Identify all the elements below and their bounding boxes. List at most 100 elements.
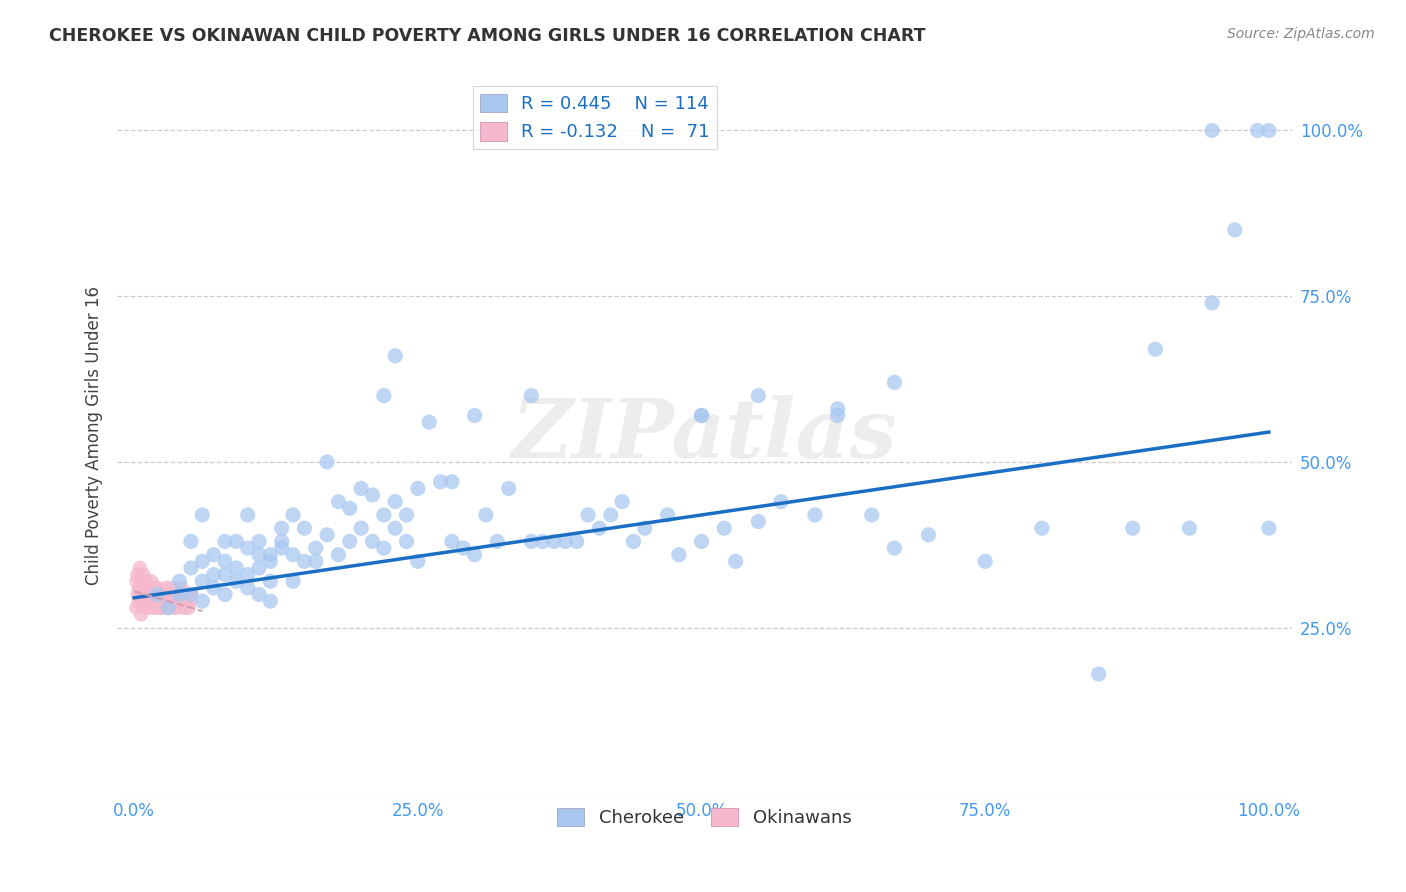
Point <box>125 600 148 615</box>
Point <box>281 508 304 522</box>
Point <box>974 554 997 568</box>
Point <box>214 534 236 549</box>
Point <box>827 401 849 416</box>
Point <box>172 594 194 608</box>
Point <box>247 587 270 601</box>
Point <box>142 594 165 608</box>
Point <box>191 594 214 608</box>
Point <box>236 581 259 595</box>
Point <box>406 482 429 496</box>
Point <box>176 594 198 608</box>
Point <box>305 541 328 555</box>
Point <box>373 541 395 555</box>
Point <box>156 594 179 608</box>
Point <box>135 587 157 601</box>
Point <box>138 594 160 608</box>
Point <box>134 581 156 595</box>
Point <box>128 581 150 595</box>
Point <box>236 541 259 555</box>
Point <box>146 587 169 601</box>
Point <box>236 508 259 522</box>
Point <box>259 594 281 608</box>
Point <box>176 587 198 601</box>
Point <box>520 389 543 403</box>
Point <box>599 508 621 522</box>
Text: Source: ZipAtlas.com: Source: ZipAtlas.com <box>1227 27 1375 41</box>
Point <box>166 600 188 615</box>
Point <box>146 594 169 608</box>
Point <box>883 541 905 555</box>
Point <box>690 534 713 549</box>
Point <box>157 600 180 615</box>
Point <box>160 581 183 595</box>
Y-axis label: Child Poverty Among Girls Under 16: Child Poverty Among Girls Under 16 <box>86 286 103 585</box>
Point <box>143 587 166 601</box>
Point <box>247 561 270 575</box>
Point <box>136 581 159 595</box>
Point <box>152 600 174 615</box>
Point <box>281 548 304 562</box>
Point <box>131 587 153 601</box>
Point <box>418 415 440 429</box>
Point <box>464 409 486 423</box>
Point <box>395 534 418 549</box>
Point <box>576 508 599 522</box>
Point <box>139 587 162 601</box>
Point <box>270 541 292 555</box>
Point <box>214 567 236 582</box>
Point <box>146 600 169 615</box>
Point <box>1201 123 1223 137</box>
Point <box>281 574 304 589</box>
Point <box>173 600 195 615</box>
Point <box>129 574 152 589</box>
Point <box>202 567 225 582</box>
Point <box>135 574 157 589</box>
Point <box>191 554 214 568</box>
Point <box>827 409 849 423</box>
Point <box>429 475 451 489</box>
Point <box>169 587 191 601</box>
Point <box>361 488 384 502</box>
Point <box>202 581 225 595</box>
Point <box>350 521 373 535</box>
Point <box>1246 123 1268 137</box>
Point <box>690 409 713 423</box>
Point <box>214 554 236 568</box>
Point <box>145 581 167 595</box>
Point <box>174 587 197 601</box>
Point <box>294 521 316 535</box>
Point <box>155 581 177 595</box>
Point <box>713 521 735 535</box>
Point <box>135 594 157 608</box>
Point <box>384 521 406 535</box>
Point <box>169 574 191 589</box>
Point <box>339 501 361 516</box>
Point <box>191 508 214 522</box>
Point <box>180 534 202 549</box>
Point <box>328 494 350 508</box>
Point <box>361 534 384 549</box>
Point <box>148 587 170 601</box>
Point <box>214 587 236 601</box>
Point <box>270 521 292 535</box>
Point <box>136 600 159 615</box>
Point <box>769 494 792 508</box>
Point <box>127 587 149 601</box>
Point <box>128 561 150 575</box>
Point <box>657 508 679 522</box>
Point <box>565 534 588 549</box>
Point <box>1257 123 1279 137</box>
Point <box>134 600 156 615</box>
Point <box>724 554 747 568</box>
Point <box>883 376 905 390</box>
Point <box>384 494 406 508</box>
Point <box>451 541 474 555</box>
Point <box>498 482 520 496</box>
Point <box>270 534 292 549</box>
Point <box>141 574 163 589</box>
Point <box>339 534 361 549</box>
Legend: Cherokee, Okinawans: Cherokee, Okinawans <box>550 801 859 834</box>
Point <box>305 554 328 568</box>
Point <box>177 600 200 615</box>
Point <box>588 521 610 535</box>
